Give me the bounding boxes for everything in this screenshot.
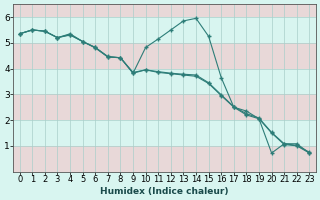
Bar (13, 4, 316, 17)
Bar (13, 120, 316, 146)
Bar (13, 43, 316, 69)
Bar (13, 94, 316, 120)
Bar (13, 69, 316, 94)
Bar (13, 17, 316, 43)
Bar (13, 146, 316, 172)
X-axis label: Humidex (Indice chaleur): Humidex (Indice chaleur) (100, 187, 229, 196)
